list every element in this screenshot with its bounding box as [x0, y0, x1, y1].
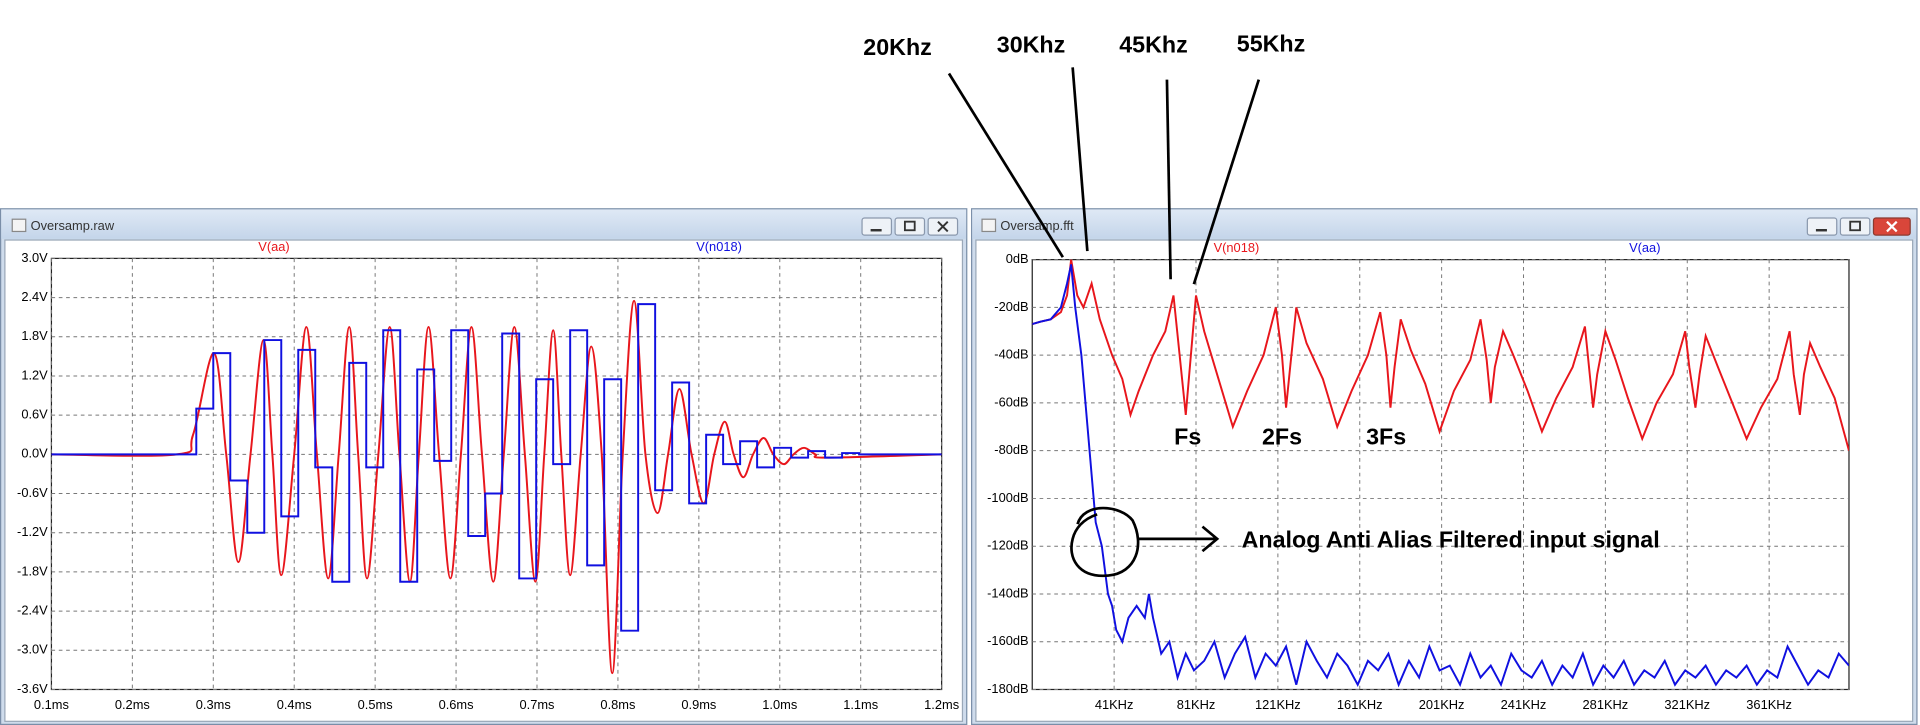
- app-icon: [981, 218, 997, 233]
- y-tick-label: -100dB: [987, 490, 1028, 505]
- annotation: Analog Anti Alias Filtered input signal: [1242, 526, 1660, 552]
- legend-entry: V(n018): [696, 239, 742, 254]
- y-tick-label: -3.0V: [17, 642, 48, 657]
- x-tick-label: 81KHz: [1177, 697, 1216, 712]
- annotation: 55Khz: [1237, 30, 1305, 56]
- close-button[interactable]: [927, 217, 959, 236]
- y-tick-label: -0.6V: [17, 485, 48, 500]
- annotation: 30Khz: [997, 32, 1065, 58]
- pointer-lines: [947, 67, 1261, 577]
- window-title: Oversamp.raw: [31, 218, 115, 233]
- trace: [51, 303, 942, 632]
- y-tick-label: -3.6V: [17, 681, 48, 696]
- y-tick-label: -80dB: [994, 442, 1028, 457]
- x-tick-label: 0.9ms: [681, 697, 716, 712]
- annotation: 20Khz: [863, 34, 931, 60]
- y-tick-label: 2.4V: [21, 289, 48, 304]
- title-bar: [972, 209, 1917, 239]
- x-tick-label: 0.8ms: [600, 697, 635, 712]
- x-tick-label: 0.5ms: [358, 697, 393, 712]
- minimize-button[interactable]: [861, 217, 893, 236]
- minimize-button[interactable]: [1806, 217, 1838, 236]
- x-tick-label: 0.7ms: [520, 697, 555, 712]
- title-bar: [1, 209, 967, 239]
- plot-area: [50, 257, 943, 691]
- x-tick-label: 1.0ms: [762, 697, 797, 712]
- chart: 0dB -20dB -40dB -60dB -80dB -100dB -120dB -140d…: [987, 240, 1850, 712]
- x-tick-label: 0.3ms: [196, 697, 231, 712]
- y-tick-label: -1.8V: [17, 563, 48, 578]
- annotation: 45Khz: [1119, 32, 1187, 58]
- y-tick-label: 0.6V: [21, 407, 48, 422]
- x-tick-label: 41KHz: [1095, 697, 1134, 712]
- x-tick-label: 241KHz: [1501, 697, 1547, 712]
- y-tick-label: -20dB: [994, 299, 1028, 314]
- y-tick-label: -60dB: [994, 394, 1028, 409]
- y-tick-label: 0dB: [1006, 251, 1029, 266]
- x-tick-label: 0.1ms: [34, 697, 69, 712]
- y-tick-label: 0.0V: [21, 446, 48, 461]
- x-tick-label: 321KHz: [1664, 697, 1710, 712]
- x-tick-label: 161KHz: [1337, 697, 1383, 712]
- y-tick-label: -2.4V: [17, 602, 48, 617]
- y-tick-label: 3.0V: [21, 250, 48, 265]
- annotations: 20Khz 30Khz 45Khz 55Khz Fs 2Fs 3Fs Analo…: [863, 30, 1660, 577]
- plot-traces: [1032, 259, 1849, 688]
- y-tick-label: 1.8V: [21, 328, 48, 343]
- restore-button[interactable]: [894, 217, 926, 236]
- trace: [1032, 264, 1849, 688]
- legend-entry: V(n018): [1214, 240, 1260, 255]
- legend-entry: V(aa): [1629, 240, 1660, 255]
- annotation: 3Fs: [1366, 424, 1406, 450]
- annotation: 2Fs: [1262, 424, 1302, 450]
- legend-entry: V(aa): [258, 239, 289, 254]
- x-tick-label: 201KHz: [1419, 697, 1465, 712]
- x-tick-label: 361KHz: [1746, 697, 1792, 712]
- charts: 3.0V 2.4V 1.8V 1.2V 0.6V 0.0V -0.6V -1.2V -1.8V -…: [17, 239, 1850, 712]
- chart: 3.0V 2.4V 1.8V 1.2V 0.6V 0.0V -0.6V -1.2V -1.8V -…: [17, 239, 959, 712]
- trace: [1032, 259, 1849, 451]
- plot-area: [1031, 259, 1850, 691]
- restore-button[interactable]: [1839, 217, 1871, 236]
- y-tick-label: -180dB: [987, 681, 1028, 696]
- app-icon: [11, 218, 27, 233]
- x-tick-label: 0.6ms: [439, 697, 474, 712]
- x-tick-label: 0.2ms: [115, 697, 150, 712]
- window-title: Oversamp.fft: [1000, 218, 1074, 233]
- y-tick-label: -120dB: [987, 538, 1028, 553]
- close-button[interactable]: [1872, 217, 1911, 236]
- annotation: Fs: [1174, 424, 1201, 450]
- x-tick-label: 281KHz: [1583, 697, 1629, 712]
- y-tick-label: -40dB: [994, 347, 1028, 362]
- x-tick-label: 121KHz: [1255, 697, 1301, 712]
- y-tick-label: 1.2V: [21, 367, 48, 382]
- x-tick-label: 1.2ms: [924, 697, 959, 712]
- y-tick-label: -140dB: [987, 585, 1028, 600]
- y-tick-label: -160dB: [987, 633, 1028, 648]
- plot-traces: [51, 299, 942, 675]
- x-tick-label: 1.1ms: [843, 697, 878, 712]
- y-tick-label: -1.2V: [17, 524, 48, 539]
- x-tick-label: 0.4ms: [277, 697, 312, 712]
